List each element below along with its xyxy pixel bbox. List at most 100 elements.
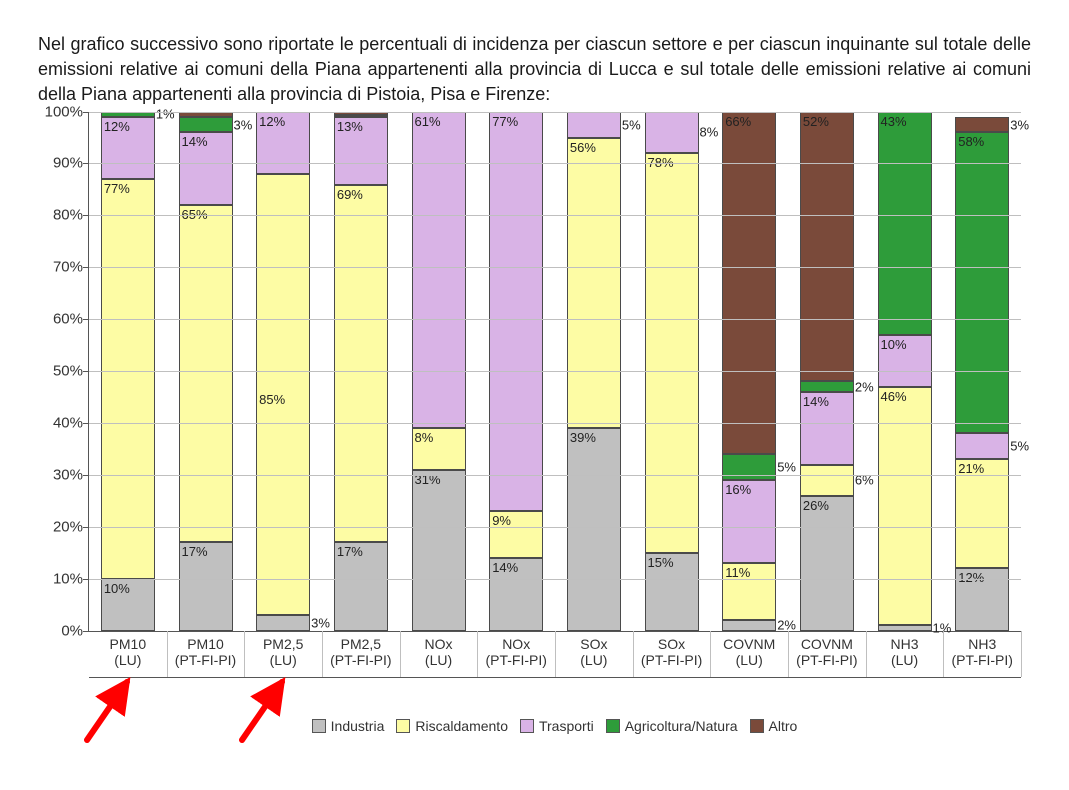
legend-label: Industria xyxy=(331,718,385,734)
segment-value-label: 43% xyxy=(881,114,907,129)
legend-item: Riscaldamento xyxy=(396,718,508,734)
x-separator xyxy=(477,631,478,677)
x-separator xyxy=(400,631,401,677)
bar-segment-riscaldamento: 11% xyxy=(722,563,776,620)
segment-value-label: 16% xyxy=(725,482,751,497)
x-separator xyxy=(1021,631,1022,677)
bar-segment-agricoltura: 3% xyxy=(179,117,233,133)
y-tick-mark xyxy=(83,371,89,372)
y-tick-mark xyxy=(83,215,89,216)
y-tick-label: 80% xyxy=(35,207,83,224)
segment-value-label: 8% xyxy=(415,430,434,445)
segment-value-label: 14% xyxy=(182,134,208,149)
y-tick-label: 70% xyxy=(35,259,83,276)
x-category-label: SOx(LU) xyxy=(555,632,633,668)
y-tick-label: 90% xyxy=(35,155,83,172)
segment-value-label: 17% xyxy=(182,544,208,559)
bar-segment-agricoltura: 58% xyxy=(955,132,1009,433)
x-separator xyxy=(788,631,789,677)
bar-segment-agricoltura: 43% xyxy=(878,112,932,335)
bar-segment-agricoltura xyxy=(334,115,388,117)
segment-value-label: 14% xyxy=(492,560,518,575)
bar-segment-riscaldamento: 9% xyxy=(489,511,543,558)
y-tick-label: 50% xyxy=(35,363,83,380)
bar-segment-trasporti: 61% xyxy=(412,112,466,429)
x-category-label: PM2,5(PT-FI-PI) xyxy=(322,632,400,668)
segment-value-label: 58% xyxy=(958,134,984,149)
bar-segment-riscaldamento: 8% xyxy=(412,428,466,470)
x-separator xyxy=(943,631,944,677)
legend-item: Trasporti xyxy=(520,718,594,734)
bar-segment-riscaldamento: 69% xyxy=(334,185,388,543)
legend: IndustriaRiscaldamentoTrasportiAgricoltu… xyxy=(88,718,1021,736)
x-separator xyxy=(167,631,168,677)
bar-segment-riscaldamento: 85% xyxy=(256,174,310,615)
segment-value-label: 13% xyxy=(337,119,363,134)
y-tick-mark xyxy=(83,267,89,268)
bar-segment-industria: 14% xyxy=(489,558,543,631)
bar-segment-altro: 52% xyxy=(800,112,854,382)
bar-segment-riscaldamento: 6% xyxy=(800,465,854,496)
x-separator xyxy=(710,631,711,677)
bar-segment-trasporti: 14% xyxy=(179,132,233,205)
bar-segment-agricoltura: 5% xyxy=(722,454,776,480)
bar-segment-trasporti: 8% xyxy=(645,112,699,153)
segment-value-label: 85% xyxy=(259,392,285,407)
y-tick-mark xyxy=(83,631,89,632)
y-tick-mark xyxy=(83,112,89,113)
bar-segment-trasporti: 13% xyxy=(334,117,388,184)
bar-segment-trasporti: 5% xyxy=(955,433,1009,459)
bar-segment-industria: 12% xyxy=(955,568,1009,630)
x-separator xyxy=(555,631,556,677)
y-tick-label: 100% xyxy=(35,103,83,120)
x-category-label: NH3(PT-FI-PI) xyxy=(943,632,1021,668)
bar-segment-trasporti: 16% xyxy=(722,480,776,563)
x-category-label: NOx(PT-FI-PI) xyxy=(477,632,555,668)
legend-swatch xyxy=(396,719,410,733)
x-category-label: PM10(PT-FI-PI) xyxy=(167,632,245,668)
bar-segment-riscaldamento: 56% xyxy=(567,138,621,429)
gridline xyxy=(89,423,1021,424)
segment-value-label: 66% xyxy=(725,114,751,129)
y-tick-label: 10% xyxy=(35,570,83,587)
y-tick-label: 0% xyxy=(35,622,83,639)
bar-segment-industria: 15% xyxy=(645,553,699,630)
x-category-label: PM2,5(LU) xyxy=(244,632,322,668)
plot-area: 0%10%20%30%40%50%60%70%80%90%100% 10%77%… xyxy=(88,112,1021,632)
legend-label: Altro xyxy=(769,718,798,734)
legend-label: Riscaldamento xyxy=(415,718,508,734)
y-tick-label: 30% xyxy=(35,466,83,483)
segment-value-label: 61% xyxy=(415,114,441,129)
bar-segment-industria: 10% xyxy=(101,579,155,631)
legend-swatch xyxy=(312,719,326,733)
segment-value-label: 5% xyxy=(1008,439,1029,454)
x-category-label: COVNM(LU) xyxy=(710,632,788,668)
y-tick-mark xyxy=(83,579,89,580)
bar-segment-trasporti: 77% xyxy=(489,112,543,512)
legend-label: Trasporti xyxy=(539,718,594,734)
bar-segment-industria: 31% xyxy=(412,470,466,631)
x-separator xyxy=(633,631,634,677)
bar-segment-industria: 17% xyxy=(334,542,388,630)
segment-value-label: 17% xyxy=(337,544,363,559)
x-separator xyxy=(866,631,867,677)
y-tick-mark xyxy=(83,423,89,424)
legend-swatch xyxy=(520,719,534,733)
y-axis: 0%10%20%30%40%50%60%70%80%90%100% xyxy=(35,112,85,631)
segment-value-label: 10% xyxy=(104,581,130,596)
gridline xyxy=(89,163,1021,164)
gridline xyxy=(89,319,1021,320)
bar-segment-industria: 3% xyxy=(256,615,310,631)
y-tick-label: 40% xyxy=(35,414,83,431)
bar-segment-industria: 17% xyxy=(179,542,233,630)
segment-value-label: 52% xyxy=(803,114,829,129)
bar-segment-industria: 26% xyxy=(800,496,854,631)
segment-value-label: 69% xyxy=(337,187,363,202)
x-axis-baseline xyxy=(89,677,1021,678)
bar-segment-riscaldamento: 78% xyxy=(645,153,699,554)
gridline xyxy=(89,112,1021,113)
segment-value-label: 14% xyxy=(803,394,829,409)
gridline xyxy=(89,475,1021,476)
segment-value-label: 46% xyxy=(881,389,907,404)
bar-segment-industria: 39% xyxy=(567,428,621,630)
